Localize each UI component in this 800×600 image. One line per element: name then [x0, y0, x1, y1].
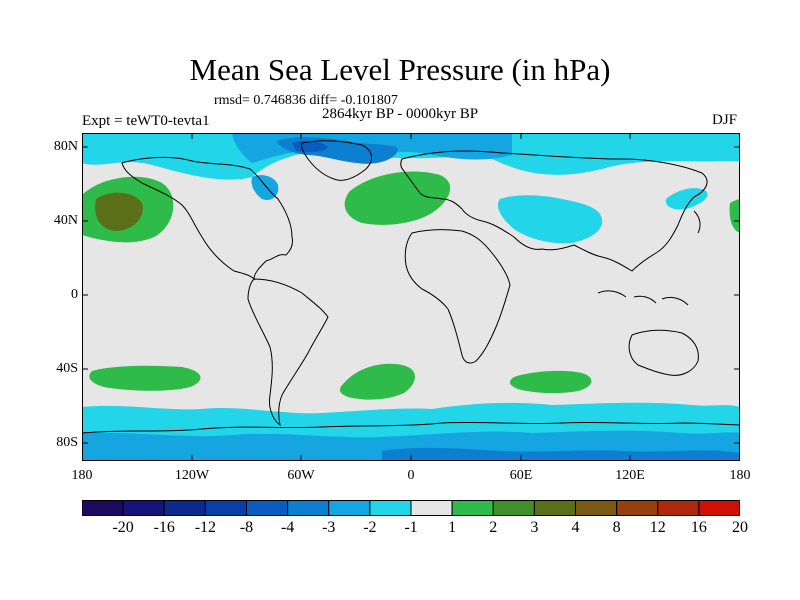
colorbar-swatch — [122, 500, 165, 516]
lat-label-40s: 40S — [56, 361, 78, 376]
coast-south-america — [247, 278, 329, 427]
south-atlantic-green — [339, 363, 415, 400]
coast-greenland — [301, 140, 372, 181]
experiment-label: Expt = teWT0-tevta1 — [82, 113, 210, 129]
lat-tick-marks — [82, 146, 740, 444]
lat-label-80s: 80S — [56, 435, 78, 450]
north-atlantic-blue — [251, 175, 279, 201]
map-title: Mean Sea Level Pressure (in hPa) — [189, 52, 611, 87]
season-label: DJF — [712, 112, 738, 128]
lon-label-60w: 60W — [287, 468, 315, 483]
atlantic-green-high — [344, 171, 451, 225]
lon-tick-marks — [191, 133, 631, 461]
colorbar-label: 2 — [489, 519, 498, 536]
colorbar-swatch — [204, 500, 248, 516]
asia-cyan-low-west — [497, 195, 603, 244]
indian-ocean-green — [509, 370, 592, 394]
south-pacific-green — [89, 365, 201, 391]
rmsd-diff-stats: rmsd= 0.746836 diff= -0.101807 — [214, 93, 398, 108]
coast-antarctica — [82, 421, 740, 434]
coast-indonesia — [597, 290, 689, 306]
lat-label-40n: 40N — [53, 213, 78, 228]
colorbar-label: -1 — [404, 519, 418, 536]
colorbar-swatch — [369, 500, 412, 516]
lon-label-0: 0 — [407, 468, 415, 483]
colorbar-swatch — [82, 500, 124, 516]
lon-label-120e: 120E — [615, 468, 645, 483]
colorbar-label: 20 — [732, 519, 748, 536]
colorbar-swatch — [246, 500, 289, 516]
arctic-dark-blue — [292, 140, 328, 153]
coast-africa — [404, 229, 511, 364]
lon-label-120w: 120W — [174, 468, 210, 483]
colorbar-label: 8 — [612, 519, 621, 536]
lon-label-180-east: 180 — [729, 468, 751, 483]
colorbar-swatch — [163, 500, 206, 516]
colorbar-label: -3 — [322, 519, 336, 536]
colorbar-label: -12 — [194, 519, 217, 536]
colorbar-swatch — [698, 500, 740, 516]
colorbar-label: 3 — [530, 519, 539, 536]
colorbar-label: 16 — [690, 519, 707, 536]
lat-label-80n: 80N — [53, 139, 78, 154]
pressure-anomaly-map — [82, 133, 740, 461]
colorbar-swatch — [287, 500, 330, 516]
lon-label-180-west: 180 — [71, 468, 93, 483]
colorbar-label: -2 — [363, 519, 377, 536]
time-period: 2864kyr BP - 0000kyr BP — [322, 106, 479, 122]
coast-australia — [628, 329, 699, 376]
coastlines — [82, 140, 740, 434]
colorbar-swatch — [657, 500, 700, 516]
lat-label-0: 0 — [71, 287, 78, 302]
colorbar-label: -20 — [112, 519, 134, 536]
colorbar-swatch — [328, 500, 371, 516]
colorbar-swatch — [575, 500, 618, 516]
colorbar-label: -4 — [280, 519, 295, 536]
colorbar-label: -16 — [153, 519, 175, 536]
lon-label-60e: 60E — [509, 468, 533, 483]
colorbar-swatch — [410, 500, 453, 516]
colorbar-swatch — [616, 500, 659, 516]
colorbar-swatch — [492, 500, 535, 516]
colorbar-swatch — [451, 500, 494, 516]
coast-europe-asia — [400, 150, 708, 272]
antarctic-deep-blue — [382, 447, 740, 461]
colorbar-label: 4 — [571, 519, 580, 536]
coast-japan — [693, 210, 701, 234]
colorbar-swatch — [533, 500, 577, 516]
colorbar-label: -8 — [239, 519, 254, 536]
colorbar-label: 1 — [448, 519, 457, 536]
colorbar-label: 12 — [649, 519, 666, 536]
east-edge-green — [729, 199, 740, 233]
asia-cyan-low-east — [665, 188, 708, 210]
coast-north-america — [121, 156, 293, 281]
pacific-dark-green-core — [95, 192, 143, 231]
colorbar — [82, 500, 740, 516]
